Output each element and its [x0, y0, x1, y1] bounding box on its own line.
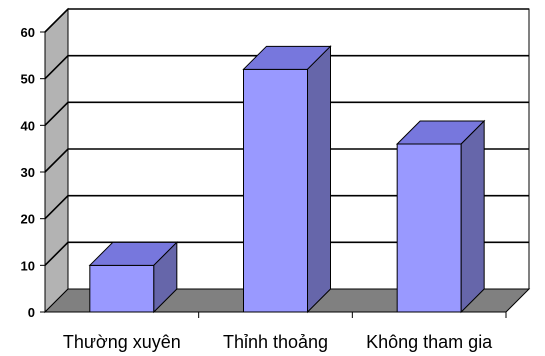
bar-3 [395, 119, 486, 314]
y-tick-label-50: 50 [21, 72, 35, 87]
bar-front-1 [89, 264, 155, 313]
bar-front-2 [243, 68, 308, 313]
y-tick-label-60: 60 [21, 25, 35, 40]
gridline-30 [44, 148, 529, 173]
y-tick-label-0: 0 [28, 305, 35, 320]
gridline-20 [44, 194, 529, 220]
gridline-10 [44, 241, 529, 266]
y-tick-label-10: 10 [21, 258, 35, 273]
bar-2 [242, 45, 332, 314]
y-tick-label-20: 20 [21, 212, 35, 227]
x-axis: Thường xuyên Thỉnh thoảng Không tham gia [45, 311, 507, 352]
gridline-60 [44, 8, 529, 33]
y-axis: 0 10 20 30 40 50 60 [21, 25, 46, 320]
y-tick-label-30: 30 [21, 165, 35, 180]
y-tick-label-40: 40 [21, 118, 35, 133]
x-tick-label-2: Thỉnh thoảng [223, 332, 328, 352]
bar-side-2 [307, 45, 331, 314]
x-tick-label-3: Không tham gia [366, 332, 493, 352]
bar-side-1 [153, 241, 178, 314]
bar-front-3 [396, 143, 462, 313]
bars [88, 45, 486, 314]
bar-side-3 [460, 119, 485, 314]
gridline-40 [44, 101, 529, 126]
x-tick-label-1: Thường xuyên [63, 332, 181, 352]
gridline-50 [44, 54, 529, 80]
bar-1 [88, 241, 179, 314]
gridlines [44, 8, 529, 266]
